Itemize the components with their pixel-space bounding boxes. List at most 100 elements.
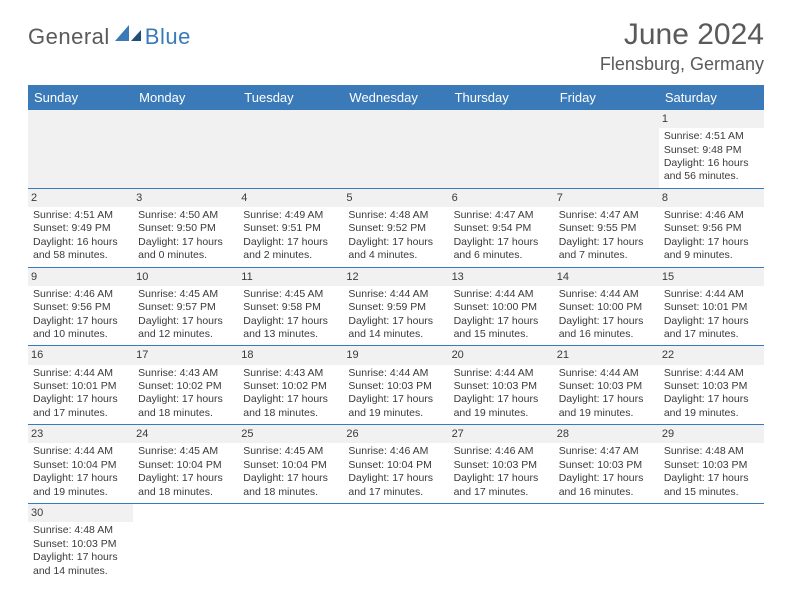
sunrise-text: Sunrise: 4:44 AM <box>348 367 443 380</box>
sunset-text: Sunset: 9:54 PM <box>454 222 549 235</box>
calendar-week: 30Sunrise: 4:48 AMSunset: 10:03 PMDaylig… <box>28 504 764 582</box>
daylight-text: Daylight: 17 hours <box>243 393 338 406</box>
daylight-text: Daylight: 17 hours <box>664 315 759 328</box>
daylight-text: Daylight: 17 hours <box>138 472 233 485</box>
day-number: 22 <box>659 346 764 364</box>
daylight-text: Daylight: 17 hours <box>138 393 233 406</box>
daylight-text: Daylight: 17 hours <box>33 393 128 406</box>
day-header: Friday <box>554 85 659 110</box>
calendar-cell: 21Sunrise: 4:44 AMSunset: 10:03 PMDaylig… <box>554 346 659 425</box>
sunrise-text: Sunrise: 4:44 AM <box>454 367 549 380</box>
day-number: 15 <box>659 268 764 286</box>
sunset-text: Sunset: 9:57 PM <box>138 301 233 314</box>
location-subtitle: Flensburg, Germany <box>600 54 764 75</box>
daylight-text: and 56 minutes. <box>664 170 759 183</box>
sunset-text: Sunset: 10:04 PM <box>138 459 233 472</box>
daylight-text: and 18 minutes. <box>243 486 338 499</box>
daylight-text: and 9 minutes. <box>664 249 759 262</box>
day-number: 13 <box>449 268 554 286</box>
page: General Blue June 2024 Flensburg, German… <box>0 0 792 600</box>
brand-part2: Blue <box>145 24 191 50</box>
daylight-text: Daylight: 17 hours <box>454 393 549 406</box>
sunset-text: Sunset: 9:56 PM <box>33 301 128 314</box>
sunset-text: Sunset: 10:02 PM <box>243 380 338 393</box>
day-number: 16 <box>28 346 133 364</box>
day-header: Tuesday <box>238 85 343 110</box>
day-number: 5 <box>343 189 448 207</box>
sunset-text: Sunset: 9:50 PM <box>138 222 233 235</box>
sunrise-text: Sunrise: 4:44 AM <box>559 288 654 301</box>
daylight-text: and 15 minutes. <box>664 486 759 499</box>
sunset-text: Sunset: 10:01 PM <box>33 380 128 393</box>
daylight-text: and 2 minutes. <box>243 249 338 262</box>
daylight-text: and 0 minutes. <box>138 249 233 262</box>
calendar-cell: 16 Sunrise: 4:44 AMSunset: 10:01 PMDaylig… <box>28 346 133 425</box>
daylight-text: and 19 minutes. <box>348 407 443 420</box>
daylight-text: and 17 minutes. <box>348 486 443 499</box>
sunrise-text: Sunrise: 4:44 AM <box>348 288 443 301</box>
calendar-cell: 29Sunrise: 4:48 AMSunset: 10:03 PMDaylig… <box>659 425 764 504</box>
day-number: 9 <box>28 268 133 286</box>
daylight-text: Daylight: 17 hours <box>33 551 128 564</box>
daylight-text: Daylight: 17 hours <box>138 236 233 249</box>
sail-icon <box>115 25 141 43</box>
calendar-cell <box>449 504 554 582</box>
sunrise-text: Sunrise: 4:45 AM <box>243 288 338 301</box>
calendar-cell: 1Sunrise: 4:51 AMSunset: 9:48 PMDaylight… <box>659 110 764 188</box>
sunset-text: Sunset: 10:00 PM <box>559 301 654 314</box>
daylight-text: Daylight: 17 hours <box>664 393 759 406</box>
sunrise-text: Sunrise: 4:46 AM <box>454 445 549 458</box>
calendar-cell: 26Sunrise: 4:46 AMSunset: 10:04 PMDaylig… <box>343 425 448 504</box>
sunset-text: Sunset: 10:01 PM <box>664 301 759 314</box>
day-header-row: Sunday Monday Tuesday Wednesday Thursday… <box>28 85 764 110</box>
daylight-text: Daylight: 17 hours <box>559 472 654 485</box>
daylight-text: and 10 minutes. <box>33 328 128 341</box>
header: General Blue June 2024 Flensburg, German… <box>28 18 764 75</box>
day-number: 1 <box>659 110 764 128</box>
daylight-text: and 6 minutes. <box>454 249 549 262</box>
daylight-text: and 18 minutes. <box>243 407 338 420</box>
sunrise-text: Sunrise: 4:44 AM <box>33 367 128 380</box>
calendar-cell: 30Sunrise: 4:48 AMSunset: 10:03 PMDaylig… <box>28 504 133 582</box>
sunrise-text: Sunrise: 4:48 AM <box>664 445 759 458</box>
calendar-cell: 22Sunrise: 4:44 AMSunset: 10:03 PMDaylig… <box>659 346 764 425</box>
calendar-cell <box>659 504 764 582</box>
sunset-text: Sunset: 9:51 PM <box>243 222 338 235</box>
day-number: 12 <box>343 268 448 286</box>
daylight-text: and 17 minutes. <box>33 407 128 420</box>
calendar-cell <box>238 110 343 188</box>
day-number: 11 <box>238 268 343 286</box>
sunrise-text: Sunrise: 4:44 AM <box>33 445 128 458</box>
calendar-cell: 19Sunrise: 4:44 AMSunset: 10:03 PMDaylig… <box>343 346 448 425</box>
brand-part1: General <box>28 24 110 50</box>
calendar-week: 2Sunrise: 4:51 AMSunset: 9:49 PMDaylight… <box>28 188 764 267</box>
day-number: 10 <box>133 268 238 286</box>
calendar-cell <box>133 504 238 582</box>
day-number: 19 <box>343 346 448 364</box>
daylight-text: and 18 minutes. <box>138 407 233 420</box>
daylight-text: Daylight: 17 hours <box>664 236 759 249</box>
daylight-text: and 16 minutes. <box>559 328 654 341</box>
calendar-cell: 17Sunrise: 4:43 AMSunset: 10:02 PMDaylig… <box>133 346 238 425</box>
sunset-text: Sunset: 10:00 PM <box>454 301 549 314</box>
sunset-text: Sunset: 10:04 PM <box>33 459 128 472</box>
daylight-text: Daylight: 17 hours <box>559 236 654 249</box>
calendar-cell: 10Sunrise: 4:45 AMSunset: 9:57 PMDayligh… <box>133 267 238 346</box>
day-header: Monday <box>133 85 238 110</box>
calendar-cell <box>238 504 343 582</box>
sunrise-text: Sunrise: 4:47 AM <box>559 209 654 222</box>
sunset-text: Sunset: 9:48 PM <box>664 144 759 157</box>
day-number: 24 <box>133 425 238 443</box>
calendar-cell <box>28 110 133 188</box>
sunset-text: Sunset: 10:03 PM <box>559 380 654 393</box>
daylight-text: and 19 minutes. <box>559 407 654 420</box>
day-number: 7 <box>554 189 659 207</box>
calendar-cell: 12Sunrise: 4:44 AMSunset: 9:59 PMDayligh… <box>343 267 448 346</box>
sunrise-text: Sunrise: 4:46 AM <box>348 445 443 458</box>
calendar-cell <box>343 504 448 582</box>
sunrise-text: Sunrise: 4:44 AM <box>664 367 759 380</box>
daylight-text: Daylight: 17 hours <box>559 393 654 406</box>
day-number: 2 <box>28 189 133 207</box>
calendar-cell <box>554 504 659 582</box>
sunrise-text: Sunrise: 4:49 AM <box>243 209 338 222</box>
